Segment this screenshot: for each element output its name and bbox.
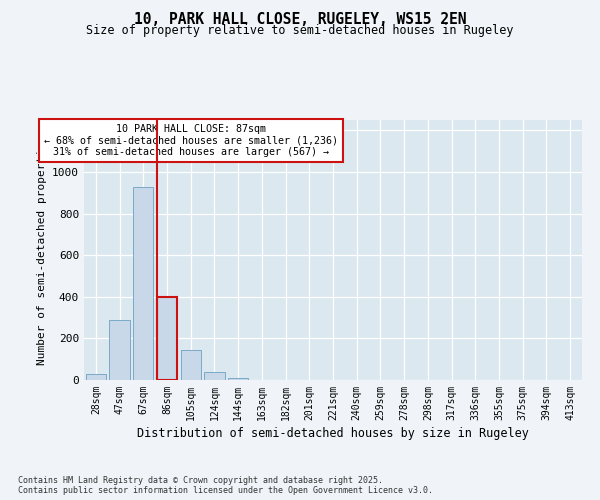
Text: Size of property relative to semi-detached houses in Rugeley: Size of property relative to semi-detach… [86, 24, 514, 37]
Text: 10 PARK HALL CLOSE: 87sqm
← 68% of semi-detached houses are smaller (1,236)
31% : 10 PARK HALL CLOSE: 87sqm ← 68% of semi-… [44, 124, 338, 157]
Bar [109, 320, 130, 380]
X-axis label: Distribution of semi-detached houses by size in Rugeley: Distribution of semi-detached houses by … [137, 427, 529, 440]
Bar [205, 372, 224, 380]
Bar [228, 378, 248, 380]
Bar [181, 350, 201, 380]
Text: Contains public sector information licensed under the Open Government Licence v3: Contains public sector information licen… [18, 486, 433, 495]
Bar [86, 374, 106, 380]
Text: 10, PARK HALL CLOSE, RUGELEY, WS15 2EN: 10, PARK HALL CLOSE, RUGELEY, WS15 2EN [134, 12, 466, 28]
Bar [133, 186, 154, 380]
Y-axis label: Number of semi-detached properties: Number of semi-detached properties [37, 135, 47, 365]
Bar [157, 297, 177, 380]
Text: Contains HM Land Registry data © Crown copyright and database right 2025.: Contains HM Land Registry data © Crown c… [18, 476, 383, 485]
